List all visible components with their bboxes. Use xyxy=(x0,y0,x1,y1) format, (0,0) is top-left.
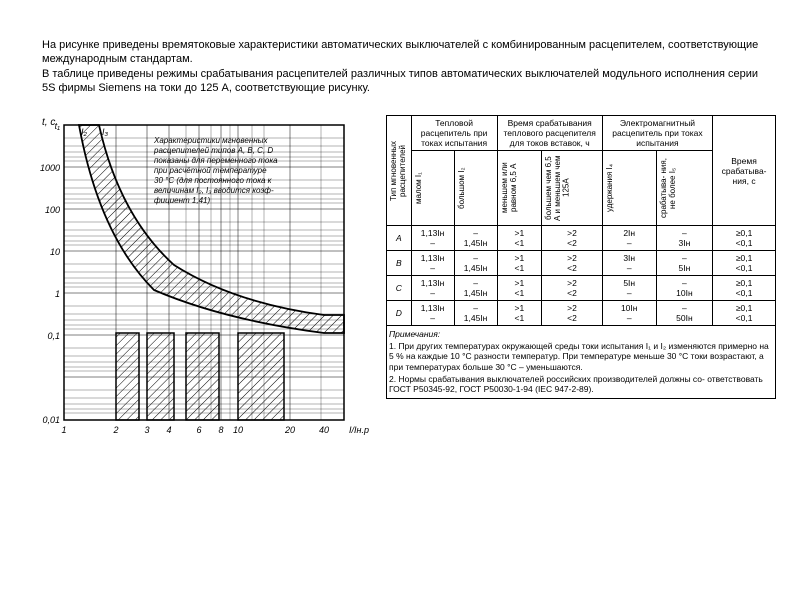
svg-text:1000: 1000 xyxy=(40,163,60,173)
svg-text:фициент 1,41): фициент 1,41) xyxy=(154,196,210,205)
hdr-em: Электромагнитный расцепитель при токах и… xyxy=(602,116,712,151)
note-1: 1. При других температурах окружающей ср… xyxy=(389,341,773,373)
cell: >2<2 xyxy=(542,301,603,326)
cell: >2<2 xyxy=(542,226,603,251)
cell: ≥0,1<0,1 xyxy=(713,276,776,301)
hdr-trip: срабатыва- ния, не более I₅ xyxy=(660,153,678,223)
cell: ≥0,1<0,1 xyxy=(713,251,776,276)
note-2: 2. Нормы срабатывания выключателей росси… xyxy=(389,374,773,395)
cell: –1,45Iн xyxy=(454,226,497,251)
svg-text:I₂: I₂ xyxy=(81,127,88,137)
svg-text:8: 8 xyxy=(218,425,223,435)
cell: >2<2 xyxy=(542,276,603,301)
cell: 3Iн– xyxy=(602,251,656,276)
cell: –5Iн xyxy=(656,251,712,276)
table-row: D1,13Iн––1,45Iн>1<1>2<210Iн––50Iн≥0,1<0,… xyxy=(387,301,776,326)
cell: –3Iн xyxy=(656,226,712,251)
hdr-le63: меньшем или равном 6,5 А xyxy=(501,153,519,223)
cell: >2<2 xyxy=(542,251,603,276)
svg-text:Характеристики мгновенных: Характеристики мгновенных xyxy=(153,136,269,145)
cell-type: B xyxy=(387,251,412,276)
cell: 10Iн– xyxy=(602,301,656,326)
hdr-6125: большем чем 6,5 А и меньшем чем 125А xyxy=(545,153,571,223)
hdr-type: Тип мгновенных расцепителей xyxy=(390,136,408,206)
cell: 2Iн– xyxy=(602,226,656,251)
svg-text:величинам I₂, I₃ вводится коэф: величинам I₂, I₃ вводится коэф- xyxy=(154,186,274,195)
hdr-small: малом I₁ xyxy=(415,153,424,223)
table-notes: Примечания: 1. При других температурах о… xyxy=(386,326,776,399)
cell: >1<1 xyxy=(497,251,542,276)
svg-text:10: 10 xyxy=(50,247,60,257)
svg-text:1: 1 xyxy=(55,289,60,299)
cell: –1,45Iн xyxy=(454,276,497,301)
svg-text:показаны для переменного тока: показаны для переменного тока xyxy=(154,156,278,165)
content-row: t₁ 1000 100 10 1 0,1 0,01 1 2 3 4 6 8 10 xyxy=(0,103,800,445)
table-column: Тип мгновенных расцепителей Тепловой рас… xyxy=(386,115,776,445)
trip-table: Тип мгновенных расцепителей Тепловой рас… xyxy=(386,115,776,326)
table-row: C1,13Iн––1,45Iн>1<1>2<25Iн––10Iн≥0,1<0,1 xyxy=(387,276,776,301)
hdr-thermal: Тепловой расцепитель при токах испытания xyxy=(411,116,497,151)
svg-text:40: 40 xyxy=(319,425,329,435)
svg-text:4: 4 xyxy=(166,425,171,435)
table-row: A1,13Iн––1,45Iн>1<1>2<22Iн––3Iн≥0,1<0,1 xyxy=(387,226,776,251)
svg-text:1: 1 xyxy=(61,425,66,435)
svg-text:10: 10 xyxy=(233,425,243,435)
cell: >1<1 xyxy=(497,301,542,326)
svg-text:I₃: I₃ xyxy=(102,127,109,137)
cell: >1<1 xyxy=(497,226,542,251)
svg-text:20: 20 xyxy=(284,425,295,435)
time-current-chart: t₁ 1000 100 10 1 0,1 0,01 1 2 3 4 6 8 10 xyxy=(24,115,374,445)
desc-p2: В таблице приведены режимы срабатывания … xyxy=(42,67,760,96)
svg-text:0,01: 0,01 xyxy=(42,415,60,425)
svg-text:t, с: t, с xyxy=(42,117,55,128)
desc-p1: На рисунке приведены времятоковые характ… xyxy=(42,38,760,67)
cell-type: C xyxy=(387,276,412,301)
cell: –1,45Iн xyxy=(454,301,497,326)
cell: 5Iн– xyxy=(602,276,656,301)
cell: –50Iн xyxy=(656,301,712,326)
svg-text:0,1: 0,1 xyxy=(47,331,60,341)
cell: 1,13Iн– xyxy=(411,251,454,276)
svg-text:100: 100 xyxy=(45,205,60,215)
cell-type: A xyxy=(387,226,412,251)
hdr-time: Время срабатыва- ния, с xyxy=(713,116,776,226)
svg-text:6: 6 xyxy=(196,425,201,435)
svg-text:2: 2 xyxy=(112,425,118,435)
cell: 1,13Iн– xyxy=(411,276,454,301)
notes-title: Примечания: xyxy=(389,329,773,340)
hdr-triptime: Время срабатывания теплового расцепителя… xyxy=(497,116,602,151)
chart-column: t₁ 1000 100 10 1 0,1 0,01 1 2 3 4 6 8 10 xyxy=(24,115,374,445)
cell: 1,13Iн– xyxy=(411,301,454,326)
cell: >1<1 xyxy=(497,276,542,301)
svg-text:30 °C (для постоянного тока к: 30 °C (для постоянного тока к xyxy=(154,176,273,185)
cell-type: D xyxy=(387,301,412,326)
svg-text:при расчётной температуре: при расчётной температуре xyxy=(154,166,267,175)
cell: ≥0,1<0,1 xyxy=(713,226,776,251)
hdr-big: большом I₂ xyxy=(458,153,467,223)
description-block: На рисунке приведены времятоковые характ… xyxy=(0,0,800,103)
cell: –1,45Iн xyxy=(454,251,497,276)
svg-text:расцепителей типов A, B, C, D: расцепителей типов A, B, C, D xyxy=(153,146,273,155)
cell: ≥0,1<0,1 xyxy=(713,301,776,326)
svg-text:I/Iн.р: I/Iн.р xyxy=(349,425,369,435)
svg-text:t₁: t₁ xyxy=(55,121,61,131)
cell: –10Iн xyxy=(656,276,712,301)
svg-text:3: 3 xyxy=(144,425,149,435)
table-row: B1,13Iн––1,45Iн>1<1>2<23Iн––5Iн≥0,1<0,1 xyxy=(387,251,776,276)
hdr-hold: удержания I₄ xyxy=(606,153,615,223)
cell: 1,13Iн– xyxy=(411,226,454,251)
table-header-row: Тип мгновенных расцепителей Тепловой рас… xyxy=(387,116,776,151)
